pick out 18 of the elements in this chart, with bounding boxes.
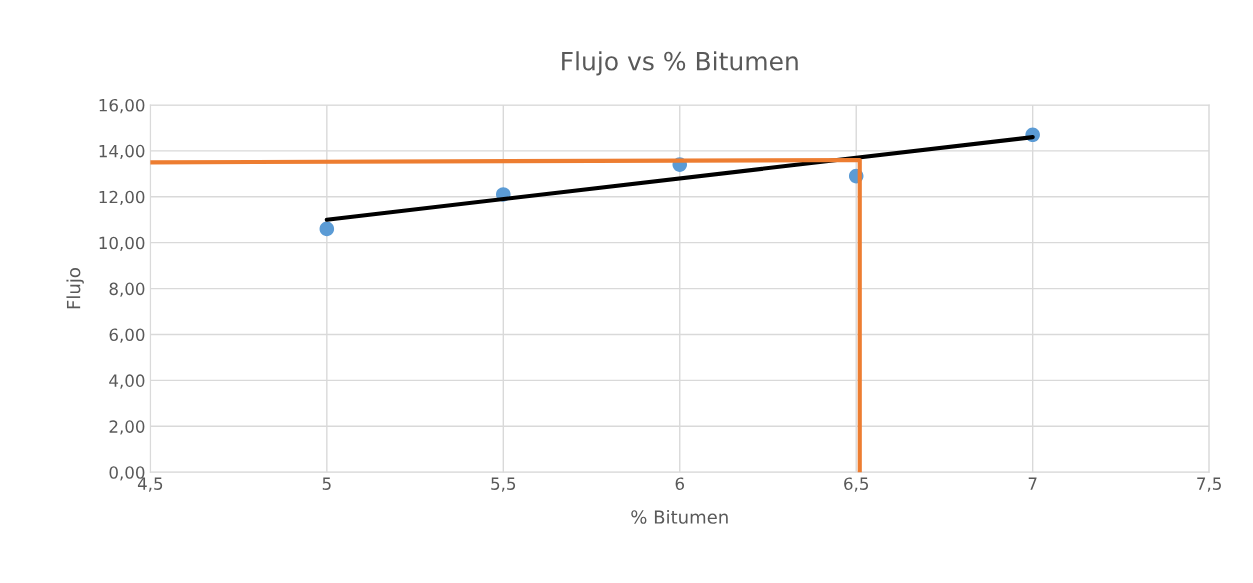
y-tick-label: 4,00	[109, 374, 145, 389]
y-tick-label: 8,00	[109, 282, 145, 297]
x-tick-label: 7,5	[1197, 477, 1221, 492]
y-tick-label: 6,00	[109, 328, 145, 343]
y-tick-label: 12,00	[99, 190, 145, 206]
x-tick-label: 6	[675, 477, 685, 490]
y-tick-label: 10,00	[99, 236, 145, 251]
x-tick-label: 5	[322, 477, 331, 490]
y-tick-label: 14,00	[99, 144, 145, 160]
x-tick-label: 7	[1028, 477, 1037, 490]
y-tick-label: 16,00	[99, 98, 145, 114]
point	[319, 221, 335, 237]
x-tick-label: 6,5	[844, 477, 869, 492]
y-axis-title: Flujo	[66, 268, 84, 309]
y-tick-label: 2,00	[109, 420, 145, 435]
chart-title: Flujo vs % Bitumen	[562, 51, 798, 76]
x-axis-title: % Bitumen	[631, 509, 728, 524]
x-tick-label: 5,5	[491, 477, 516, 492]
